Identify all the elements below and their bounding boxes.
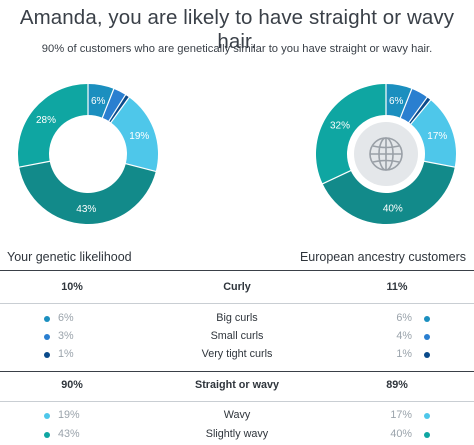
legend-dot [424,334,430,340]
donut-gap [321,169,352,185]
legend-dot [44,316,50,322]
donut-label: 19% [129,131,149,142]
col-head-ancestry: European ancestry customers [299,250,466,264]
legend-dot [44,413,50,419]
group-left-value: 90% [61,379,83,391]
donut-label: 28% [36,115,56,126]
group-left-value: 10% [61,281,83,293]
donut-segment-straight [19,161,156,225]
row-label: Small curls [210,330,264,342]
row-left-value: 43% [58,428,80,440]
group-divider [0,303,474,304]
your-likelihood-donut: 6% 19% 43% 28% [8,83,168,230]
row-right-value: 17% [390,409,412,421]
donut-gap [18,160,51,168]
header-divider [0,270,474,271]
donut-gap [407,96,429,124]
donut-segment-wavy [110,97,159,172]
donut-label: 17% [427,131,447,142]
donut-segment-big-curls [386,84,412,118]
row-right-value: 1% [396,348,412,360]
subhead: 90% of customers who are genetically sim… [41,43,433,55]
donut-gap [107,93,127,123]
legend-dot [424,352,430,358]
legend-dot [424,432,430,438]
row-right-value: 6% [396,312,412,324]
legend-dot [424,413,430,419]
row-label: Wavy [223,409,251,421]
donut-gap [124,162,157,173]
row-label: Slightly wavy [205,428,269,440]
donut-label: 32% [330,120,350,131]
donut-segment-slightly-wavy [17,84,88,168]
col-head-your-likelihood: Your genetic likelihood [7,250,132,264]
table-row-big-curls: 6% Big curls 6% [0,312,474,328]
row-left-value: 6% [58,312,74,324]
ancestry-donut: 6% 17% 40% 32% [306,83,466,230]
donut-label: 43% [76,204,96,215]
group-label: Straight or wavy [195,379,279,391]
donut-label: 6% [91,96,106,107]
table-row-very-tight-curls: 1% Very tight curls 1% [0,348,474,364]
row-left-value: 1% [58,348,74,360]
group-separator [0,371,474,372]
table-row-slightly-wavy: 43% Slightly wavy 40% [0,428,474,444]
row-left-value: 19% [58,409,80,421]
row-left-value: 3% [58,330,74,342]
donut-segment-slightly-wavy [316,84,386,184]
donut-gap [409,98,432,126]
group-right-value: 89% [386,379,408,391]
donut-gap [399,87,413,119]
group-label: Curly [223,281,251,293]
row-label: Very tight curls [201,348,273,360]
row-right-value: 40% [390,428,412,440]
donut-label: 40% [383,204,403,215]
donut-gap [101,87,115,119]
donut-segment-very-tight-curls [408,97,431,124]
legend-dot [44,352,50,358]
donut-segment-very-tight-curls [108,94,130,123]
table-row-wavy: 19% Wavy 17% [0,409,474,425]
group-right-value: 11% [386,281,408,293]
legend-dot [44,334,50,340]
row-label: Big curls [216,312,258,324]
table-row-small-curls: 3% Small curls 4% [0,330,474,346]
row-right-value: 4% [396,330,412,342]
donut-segment-wavy [410,100,456,168]
donut-segment-small-curls [400,88,428,123]
donut-label: 6% [389,96,404,107]
legend-dot [44,432,50,438]
donut-gap [423,160,456,168]
headline: Amanda, you are likely to have straight … [19,6,455,53]
donut-segment-big-curls [88,84,114,118]
donut-segment-small-curls [102,88,126,122]
group-divider [0,401,474,402]
donut-segment-straight [322,161,455,224]
donut-gap [109,96,131,124]
legend-dot [424,316,430,322]
globe-icon [354,122,418,186]
